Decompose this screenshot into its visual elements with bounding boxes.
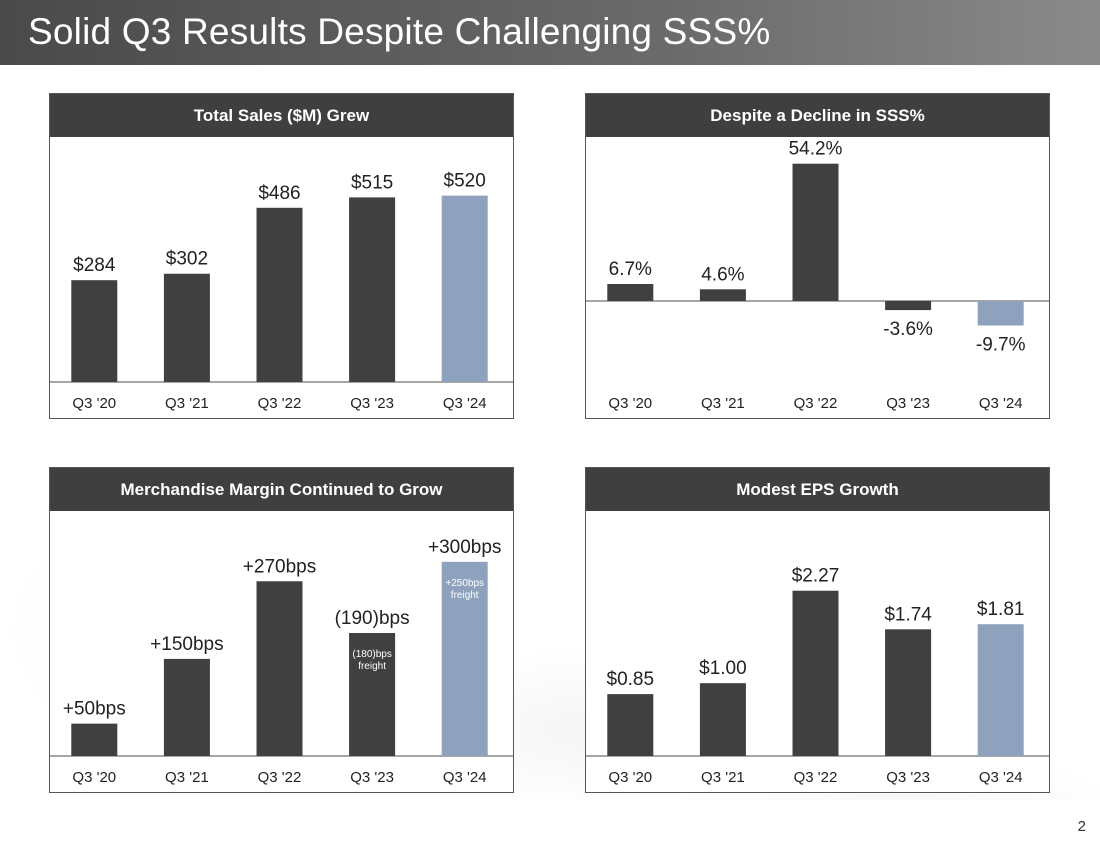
- category-label: Q3 '20: [72, 395, 116, 412]
- data-label: +270bps: [243, 556, 316, 577]
- bar: [885, 300, 932, 311]
- category-label: Q3 '21: [701, 769, 745, 786]
- data-label: +50bps: [63, 699, 126, 720]
- chart-title: Modest EPS Growth: [586, 468, 1049, 511]
- category-label: Q3 '20: [608, 395, 652, 412]
- bar: [441, 195, 488, 382]
- bar: [792, 163, 839, 301]
- panel-total-sales: Total Sales ($M) Grew $284 Q3 '20 $302 Q3 '…: [49, 93, 514, 419]
- bar-note: +250bps: [445, 578, 484, 589]
- bar: [163, 273, 210, 382]
- category-label: Q3 '22: [258, 395, 302, 412]
- category-label: Q3 '20: [608, 769, 652, 786]
- bar-note: freight: [358, 661, 386, 672]
- chart-title: Despite a Decline in SSS%: [586, 94, 1049, 137]
- bar-note: (180)bps: [352, 649, 391, 660]
- category-label: Q3 '20: [72, 769, 116, 786]
- bar: [256, 581, 303, 756]
- category-label: Q3 '24: [979, 769, 1023, 786]
- bar: [977, 300, 1024, 326]
- bar: [256, 207, 303, 382]
- category-label: Q3 '23: [350, 769, 394, 786]
- data-label: +150bps: [150, 634, 223, 655]
- category-label: Q3 '24: [979, 395, 1023, 412]
- data-label: $1.81: [977, 599, 1025, 620]
- category-label: Q3 '24: [443, 395, 487, 412]
- chart-total-sales: $284 Q3 '20 $302 Q3 '21 $486 Q3 '22 $515 Q3 '23…: [50, 171, 513, 412]
- data-label: (190)bps: [335, 608, 410, 629]
- panel-sss: Despite a Decline in SSS% 6.7% Q3 '20 4.6%…: [585, 93, 1050, 419]
- data-label: $284: [73, 255, 116, 276]
- page-number: 2: [1077, 818, 1086, 835]
- bar: [699, 289, 746, 301]
- category-label: Q3 '23: [350, 395, 394, 412]
- chart-eps: $0.85 Q3 '20 $1.00 Q3 '21 $2.27 Q3 '22 $1.74 Q3…: [586, 566, 1049, 786]
- data-label: $0.85: [607, 669, 655, 690]
- category-label: Q3 '21: [165, 395, 209, 412]
- category-label: Q3 '22: [794, 395, 838, 412]
- chart-merch-margin: +50bps Q3 '20 +150bps Q3 '21 +270bps Q3 '22 (1…: [50, 537, 513, 786]
- data-label: 54.2%: [789, 139, 843, 160]
- bar-note: freight: [451, 590, 479, 601]
- data-label: 4.6%: [701, 264, 744, 285]
- bar: [441, 561, 488, 756]
- category-label: Q3 '21: [165, 769, 209, 786]
- category-label: Q3 '23: [886, 769, 930, 786]
- slide-title: Solid Q3 Results Despite Challenging SSS…: [28, 11, 771, 52]
- data-label: $1.74: [884, 604, 932, 625]
- bar: [607, 283, 654, 301]
- data-label: -3.6%: [883, 319, 933, 340]
- chart-sss: 6.7% Q3 '20 4.6% Q3 '21 54.2% Q3 '22 -3.6% Q3 '…: [586, 139, 1049, 412]
- data-label: $520: [444, 171, 486, 192]
- panel-merch-margin: Merchandise Margin Continued to Grow +50…: [49, 467, 514, 793]
- data-label: $302: [166, 249, 208, 270]
- bar: [885, 629, 932, 756]
- category-label: Q3 '24: [443, 769, 487, 786]
- bar: [163, 658, 210, 756]
- bar: [607, 694, 654, 756]
- category-label: Q3 '21: [701, 395, 745, 412]
- category-label: Q3 '22: [794, 769, 838, 786]
- category-label: Q3 '22: [258, 769, 302, 786]
- bar: [349, 633, 396, 756]
- bar: [71, 280, 118, 382]
- category-label: Q3 '23: [886, 395, 930, 412]
- chart-title: Merchandise Margin Continued to Grow: [50, 468, 513, 511]
- bar: [349, 197, 396, 382]
- title-bar: Solid Q3 Results Despite Challenging SSS…: [0, 0, 1100, 65]
- bar: [71, 723, 118, 756]
- bar: [977, 624, 1024, 756]
- bar: [792, 590, 839, 756]
- data-label: +300bps: [428, 537, 501, 558]
- data-label: 6.7%: [609, 259, 652, 280]
- bar: [699, 683, 746, 756]
- data-label: -9.7%: [976, 335, 1026, 356]
- data-label: $515: [351, 172, 393, 193]
- data-label: $486: [258, 183, 300, 204]
- panel-eps: Modest EPS Growth $0.85 Q3 '20 $1.00 Q3 '21…: [585, 467, 1050, 793]
- chart-title: Total Sales ($M) Grew: [50, 94, 513, 137]
- data-label: $1.00: [699, 658, 747, 679]
- data-label: $2.27: [792, 566, 840, 587]
